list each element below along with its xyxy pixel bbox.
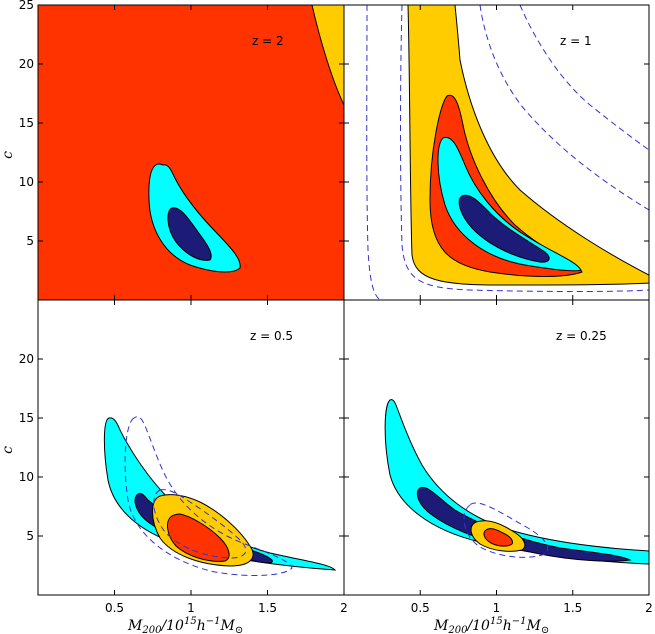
z1-dashed-inner [479,5,649,211]
z1-dashed-outer-2 [400,5,649,292]
x-tick-label-left-0.5: 0.5 [105,601,124,615]
x-tick-label-left-1: 1 [187,601,195,615]
y-axis-label-bottom: c [0,446,16,454]
z025-red-contour [483,528,513,547]
z025-dashed-contours [463,502,549,558]
x-tick-label-right-1: 1 [493,601,501,615]
x-tick-label-right-1.5: 1.5 [563,601,582,615]
z2-navy-contour [167,207,212,261]
panel-z025: z = 0.25 [344,300,649,595]
x-axis-label-right: M200/1015h−1M⊙ [433,616,549,634]
z05-label: z = 0.5 [250,329,293,343]
z05-dashed-contours [124,416,293,576]
y-axis-label-top: c [0,151,16,159]
z1-cyan-contour [437,136,582,272]
z025-label: z = 0.25 [556,329,607,343]
x-tick-label-left-1.5: 1.5 [258,601,277,615]
panel-z2: z = 2 [38,5,344,300]
y-tick-label-top-15: 15 [19,116,34,130]
y-tick-label-bottom-20: 20 [19,352,34,366]
x-axis-label-left: M200/1015h−1M⊙ [127,616,243,634]
y-tick-label-bottom-10: 10 [19,470,34,484]
panel-z1: z = 1 [344,5,649,300]
z1-label: z = 1 [560,34,592,48]
x-tick-label-left-2: 2 [340,601,348,615]
y-tick-label-bottom-15: 15 [19,411,34,425]
y-tick-label-top-10: 10 [19,175,34,189]
z1-dashed-inner-2 [519,5,649,151]
x-tick-label-right-2: 2 [645,601,653,615]
z05-dashed-inner [153,489,247,559]
z1-dashed-outer [366,5,381,300]
y-tick-label-top-5: 5 [26,234,34,248]
z025-dashed [463,502,549,558]
z2-cyan-contour [148,163,241,273]
z2-label: z = 2 [252,34,284,48]
z1-dashed-contours [366,5,649,300]
panel-z05: z = 0.5 [38,300,344,595]
y-tick-label-bottom-5: 5 [26,529,34,543]
x-tick-label-right-0.5: 0.5 [411,601,430,615]
y-tick-label-top-25: 25 [19,0,34,12]
z05-red-contour [167,513,230,562]
y-tick-label-top-20: 20 [19,57,34,71]
z1-navy-contour [458,194,550,263]
